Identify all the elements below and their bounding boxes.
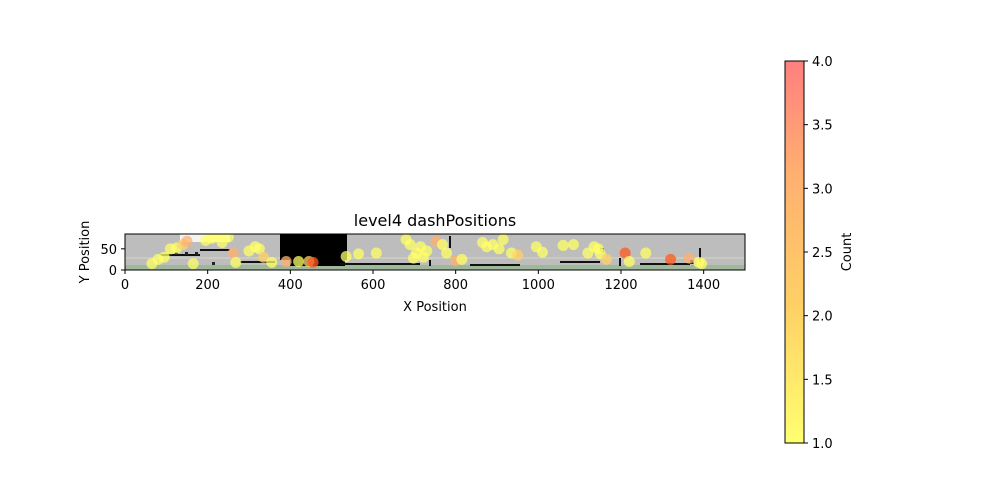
data-point — [512, 249, 524, 261]
colorbar-tick-label: 2.5 — [812, 246, 833, 261]
data-point — [536, 246, 548, 258]
colorbar-tick-label: 1.5 — [812, 373, 833, 388]
data-point — [257, 251, 269, 263]
plot-area — [125, 234, 915, 270]
data-point — [601, 253, 613, 265]
data-point — [421, 245, 433, 257]
colorbar-tick-label: 3.5 — [812, 119, 833, 134]
data-point — [404, 239, 416, 251]
data-point — [696, 258, 708, 270]
data-point — [187, 258, 199, 270]
colorbar-label: Count — [840, 233, 855, 272]
level-map-dark-block — [280, 234, 347, 260]
data-point — [436, 239, 448, 251]
data-point — [266, 256, 278, 268]
data-point — [253, 243, 265, 255]
colorbar-tick-label: 4.0 — [812, 55, 833, 70]
chart-title: level4 dashPositions — [354, 211, 516, 230]
data-point — [227, 247, 239, 259]
data-point — [353, 248, 365, 260]
x-tick-label: 400 — [278, 278, 303, 293]
x-tick-label: 600 — [361, 278, 386, 293]
x-axis: 0 200 400 600 800 1000 1200 1400 — [121, 270, 720, 293]
data-point — [493, 243, 505, 255]
data-point — [340, 250, 352, 262]
data-point — [567, 239, 579, 251]
y-tick-label: 0 — [109, 264, 117, 279]
x-tick-label: 0 — [121, 278, 129, 293]
x-tick-label: 200 — [195, 278, 220, 293]
colorbar-tick-label: 1.0 — [812, 437, 833, 452]
data-point — [370, 247, 382, 259]
x-axis-label: X Position — [403, 300, 467, 315]
plot-frame — [124, 233, 746, 271]
data-point — [683, 252, 695, 264]
data-point — [293, 256, 305, 268]
level-map-light-block — [860, 234, 915, 240]
data-point — [557, 239, 569, 251]
data-point — [280, 256, 292, 268]
y-tick-label: 50 — [100, 243, 117, 258]
colorbar-gradient — [784, 60, 805, 444]
data-point — [230, 256, 242, 268]
level-map-floor — [125, 265, 745, 270]
colorbar-ticks: 1.0 1.5 2.0 2.5 3.0 3.5 4.0 — [804, 55, 833, 452]
y-axis-label: Y Position — [78, 221, 93, 285]
data-point — [307, 256, 319, 268]
colorbar: 1.0 1.5 2.0 2.5 3.0 3.5 4.0 Count — [784, 55, 855, 452]
data-point — [623, 256, 635, 268]
data-point — [497, 234, 509, 246]
level-map-structures — [160, 236, 701, 266]
colorbar-tick-label: 3.0 — [812, 182, 833, 197]
data-point — [441, 247, 453, 259]
x-tick-label: 1400 — [687, 278, 720, 293]
data-point — [181, 235, 193, 247]
data-point — [665, 253, 677, 265]
y-axis: 050 — [100, 243, 125, 279]
data-point — [222, 234, 234, 243]
x-tick-label: 800 — [443, 278, 468, 293]
data-point — [456, 253, 468, 265]
data-point — [158, 251, 170, 263]
data-point — [640, 247, 652, 259]
colorbar-tick-label: 2.0 — [812, 310, 833, 325]
x-tick-label: 1000 — [522, 278, 555, 293]
scatter-points — [146, 234, 708, 270]
data-point — [619, 247, 631, 259]
x-tick-label: 1200 — [604, 278, 637, 293]
